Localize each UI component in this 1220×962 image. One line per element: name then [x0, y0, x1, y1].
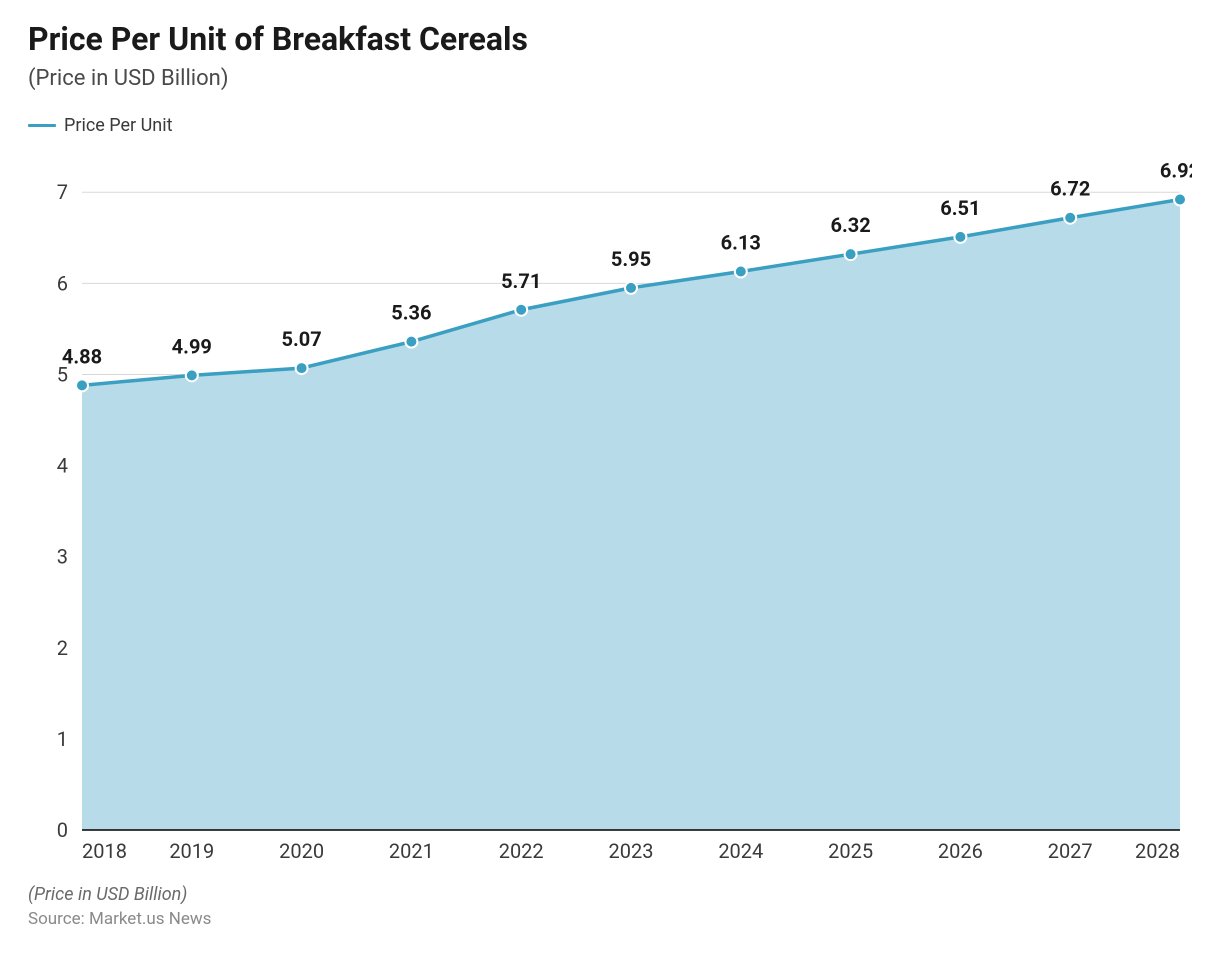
chart-footnote: (Price in USD Billion) [28, 884, 1192, 905]
x-tick-label: 2028 [1135, 839, 1180, 863]
area-line-chart: 012345674.8820184.9920195.0720205.362021… [28, 150, 1192, 870]
y-tick-label: 0 [57, 818, 68, 842]
chart-source: Source: Market.us News [28, 909, 1192, 929]
y-tick-label: 1 [57, 727, 68, 751]
data-label: 5.07 [281, 327, 321, 351]
data-label: 6.72 [1050, 177, 1090, 201]
legend-label: Price Per Unit [64, 115, 173, 136]
x-tick-label: 2022 [499, 839, 544, 863]
data-label: 6.13 [721, 230, 761, 254]
x-tick-label: 2026 [938, 839, 983, 863]
data-marker [625, 282, 637, 294]
data-marker [296, 362, 308, 374]
data-label: 6.92 [1160, 159, 1192, 183]
y-tick-label: 6 [57, 271, 68, 295]
y-tick-label: 3 [57, 545, 68, 569]
chart-container: Price Per Unit of Breakfast Cereals (Pri… [0, 0, 1220, 962]
x-tick-label: 2019 [169, 839, 214, 863]
chart-title: Price Per Unit of Breakfast Cereals [28, 20, 1192, 58]
legend-swatch [28, 124, 56, 127]
data-label: 4.99 [172, 334, 212, 358]
data-marker [76, 379, 88, 391]
data-marker [405, 336, 417, 348]
x-tick-label: 2023 [609, 839, 654, 863]
y-tick-label: 7 [57, 180, 68, 204]
data-marker [1064, 212, 1076, 224]
x-tick-label: 2025 [828, 839, 873, 863]
data-label: 6.51 [940, 196, 980, 220]
data-marker [1174, 194, 1186, 206]
data-marker [515, 304, 527, 316]
data-marker [845, 248, 857, 260]
data-label: 5.71 [501, 269, 541, 293]
chart-footer: (Price in USD Billion) Source: Market.us… [28, 884, 1192, 929]
x-tick-label: 2027 [1048, 839, 1093, 863]
y-tick-label: 4 [57, 454, 68, 478]
chart-subtitle: (Price in USD Billion) [28, 66, 1192, 91]
x-tick-label: 2018 [82, 839, 127, 863]
legend: Price Per Unit [28, 115, 1192, 136]
data-label: 6.32 [830, 213, 870, 237]
x-tick-label: 2024 [718, 839, 763, 863]
data-marker [186, 369, 198, 381]
data-marker [735, 265, 747, 277]
data-label: 5.95 [611, 247, 651, 271]
data-marker [954, 231, 966, 243]
data-label: 5.36 [391, 301, 431, 325]
data-label: 4.88 [62, 344, 102, 368]
x-tick-label: 2021 [389, 839, 434, 863]
y-tick-label: 2 [57, 636, 68, 660]
x-tick-label: 2020 [279, 839, 324, 863]
